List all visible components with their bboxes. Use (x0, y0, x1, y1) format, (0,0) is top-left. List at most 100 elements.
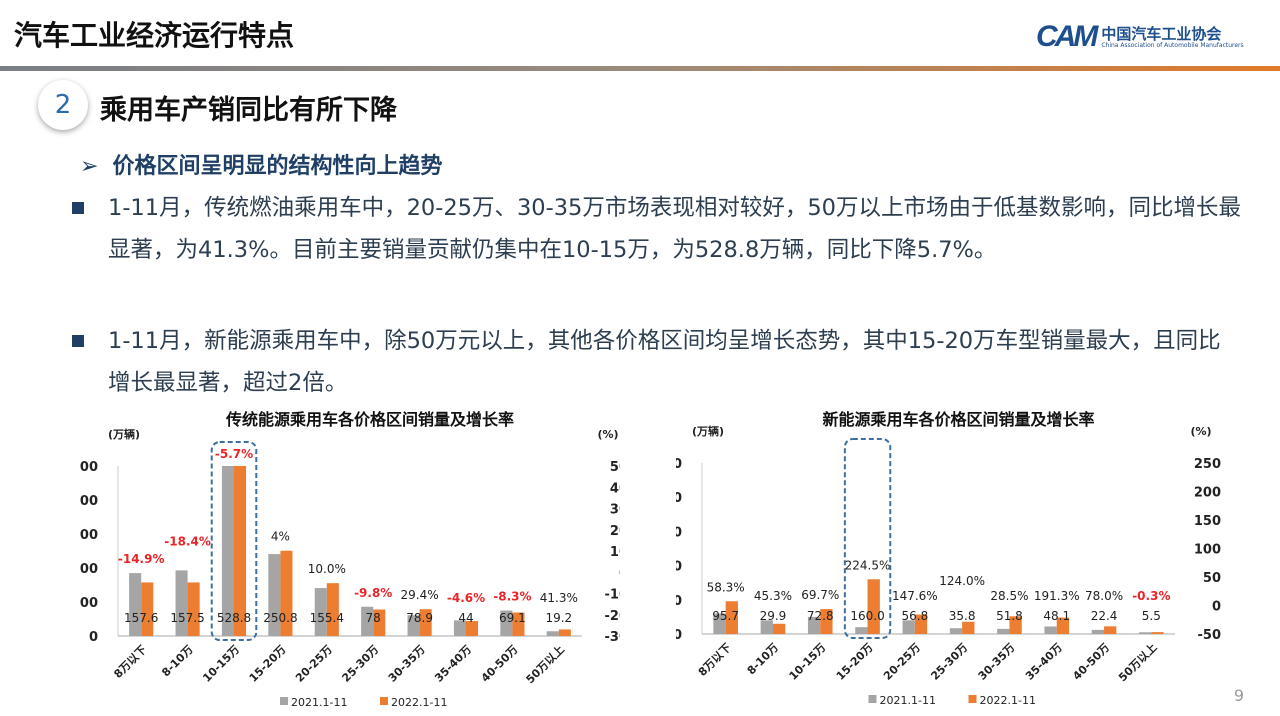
x-tick-label: 25-30万 (339, 643, 381, 685)
x-tick-label: 50万以上 (523, 642, 567, 686)
header-divider (0, 66, 1280, 71)
growth-rate-label: 69.7% (801, 588, 839, 602)
bar-2022.1-11 (1056, 617, 1070, 634)
bar-2022.1-11 (141, 582, 154, 636)
bullet-paragraph: 1-11月，新能源乘用车中，除50万元以上，其他各价格区间均呈增长态势，其中15… (72, 320, 1242, 404)
bar-2022.1-11 (725, 601, 738, 634)
legend-swatch-2022.1-11 (380, 697, 388, 705)
data-label: 69.1 (499, 611, 526, 625)
x-tick-label: 8万以下 (696, 641, 734, 679)
data-label: 157.5 (170, 611, 204, 625)
bar-2022.1-11 (772, 623, 786, 634)
y2-tick-label: 30 (610, 503, 620, 518)
bar-2021.1-11 (855, 627, 868, 634)
y2-tick-label: 40 (610, 481, 620, 496)
bar-2021.1-11 (1139, 632, 1152, 634)
bar-2022.1-11 (914, 614, 928, 634)
legend-label: 2022.1-11 (391, 696, 447, 709)
bar-2022.1-11 (187, 582, 200, 636)
subheading: ➢ 价格区间呈明显的结构性向上趋势 (80, 148, 442, 180)
data-label: 528.8 (217, 611, 251, 625)
bar-2022.1-11 (326, 583, 339, 636)
y2-tick-label: 50 (610, 460, 620, 475)
y2-tick-label: -30 (605, 630, 621, 645)
logo-chinese-name: 中国汽车工业协会 (1101, 24, 1222, 43)
growth-rate-label: -18.4% (164, 534, 211, 548)
highlight-box (843, 438, 892, 639)
x-tick-label: 8-10万 (745, 641, 781, 677)
y-axis-unit-label: (万辆) (692, 424, 724, 438)
highlight-box (210, 441, 258, 641)
page-number: 9 (1233, 686, 1244, 705)
y-tick-label: 300 (80, 528, 98, 543)
data-label: 160.0 (850, 609, 884, 623)
legend-swatch-2021.1-11 (868, 695, 877, 703)
bar-2022.1-11 (558, 629, 571, 636)
growth-rate-label: 147.6% (892, 589, 938, 603)
logo-english-name: China Association of Automobile Manufact… (1101, 41, 1244, 49)
x-tick-label: 15-20万 (834, 641, 876, 683)
legend-swatch-2022.1-11 (968, 695, 977, 703)
x-tick-label: 50万以上 (1115, 640, 1159, 684)
y-tick-label: 300 (676, 525, 682, 540)
growth-rate-label: 58.3% (707, 580, 745, 594)
data-label: 72.8 (807, 609, 834, 623)
square-bullet-icon (72, 335, 84, 347)
bar-2022.1-11 (867, 579, 880, 634)
y2-tick-label: 20 (610, 524, 620, 539)
x-tick-label: 10-15万 (787, 641, 829, 683)
bar-2021.1-11 (129, 573, 142, 636)
y2-tick-label: 150 (1194, 514, 1221, 529)
x-tick-label: 35-40万 (1023, 641, 1065, 683)
bar-2022.1-11 (512, 612, 525, 636)
x-tick-label: 15-20万 (247, 643, 289, 685)
bar-2021.1-11 (713, 613, 726, 634)
y2-tick-label: 10 (610, 545, 620, 560)
cam-logo-mark: CAM (1036, 20, 1098, 53)
bar-2022.1-11 (962, 621, 975, 634)
x-tick-label: 8万以下 (111, 643, 149, 681)
y2-tick-label: 100 (1194, 543, 1221, 558)
bar-2021.1-11 (1044, 626, 1057, 634)
caam-logo: CAM 中国汽车工业协会 China Association of Automo… (1036, 20, 1244, 54)
data-label: 5.5 (1142, 609, 1161, 623)
chart-title: 新能源乘用车各价格区间销量及增长率 (822, 410, 1094, 429)
growth-rate-label: 45.3% (754, 589, 792, 603)
data-label: 78.9 (406, 611, 433, 625)
growth-rate-label: 224.5% (845, 558, 891, 572)
data-label: 22.4 (1091, 609, 1118, 623)
arrow-bullet-icon: ➢ (80, 154, 99, 179)
x-tick-label: 20-25万 (881, 641, 923, 683)
y2-tick-label: -20 (605, 609, 621, 624)
bullet-text: 1-11月，传统燃油乘用车中，20-25万、30-35万市场表现相对较好，50万… (108, 195, 1241, 263)
legend-swatch-2021.1-11 (280, 697, 288, 705)
legend-label: 2021.1-11 (291, 696, 347, 709)
data-label: 95.7 (712, 609, 739, 623)
growth-rate-label: -8.3% (493, 590, 531, 604)
bar-2021.1-11 (546, 631, 559, 636)
y-tick-label: 400 (676, 491, 682, 506)
data-label: 51.8 (996, 609, 1023, 623)
bar-2021.1-11 (949, 628, 963, 634)
square-bullet-icon (72, 202, 84, 214)
bar-2022.1-11 (419, 609, 432, 636)
y-tick-label: 500 (80, 460, 98, 475)
bar-2022.1-11 (820, 609, 833, 634)
bar-2021.1-11 (997, 628, 1010, 634)
x-tick-label: 10-15万 (200, 643, 242, 685)
ice-price-segment-chart: 传统能源乘用车各价格区间销量及增长率(万辆)(%)010020030040050… (80, 410, 621, 709)
y-tick-label: 400 (80, 494, 98, 509)
y2-tick-label: 250 (1194, 457, 1221, 472)
data-label: 78 (366, 611, 381, 625)
bar-2022.1-11 (1151, 632, 1164, 634)
y-tick-label: 0 (676, 628, 682, 643)
y-tick-label: 200 (80, 562, 98, 577)
y-tick-label: 500 (676, 457, 682, 472)
bullet-paragraph: 1-11月，传统燃油乘用车中，20-25万、30-35万市场表现相对较好，50万… (72, 187, 1242, 271)
bar-2021.1-11 (175, 570, 188, 636)
y2-tick-label: 200 (1194, 486, 1221, 501)
bar-2021.1-11 (453, 620, 466, 636)
bar-2022.1-11 (280, 550, 293, 636)
y2-axis-unit-label: (%) (597, 428, 618, 441)
bar-2022.1-11 (1009, 616, 1022, 634)
